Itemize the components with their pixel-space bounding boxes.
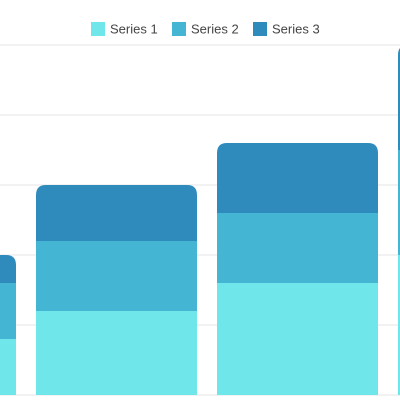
- bar-segment: [0, 339, 16, 395]
- bar-segment: [398, 255, 400, 395]
- bar-segment: [217, 283, 378, 395]
- legend-swatch: [91, 22, 105, 36]
- legend-swatch: [172, 22, 186, 36]
- bars: [0, 48, 400, 395]
- bar-segment: [398, 150, 400, 255]
- bar-segment: [36, 311, 197, 395]
- bar-segment: [36, 241, 197, 311]
- legend-label: Series 1: [110, 21, 158, 36]
- legend-swatch: [253, 22, 267, 36]
- bar-segment: [217, 213, 378, 283]
- legend-label: Series 3: [272, 21, 320, 36]
- legend-label: Series 2: [191, 21, 239, 36]
- bar-segment: [36, 185, 197, 241]
- bar-segment: [0, 255, 16, 283]
- legend: Series 1 Series 2 Series 3: [91, 21, 320, 36]
- bar-segment: [0, 283, 16, 339]
- bar-segment: [217, 143, 378, 213]
